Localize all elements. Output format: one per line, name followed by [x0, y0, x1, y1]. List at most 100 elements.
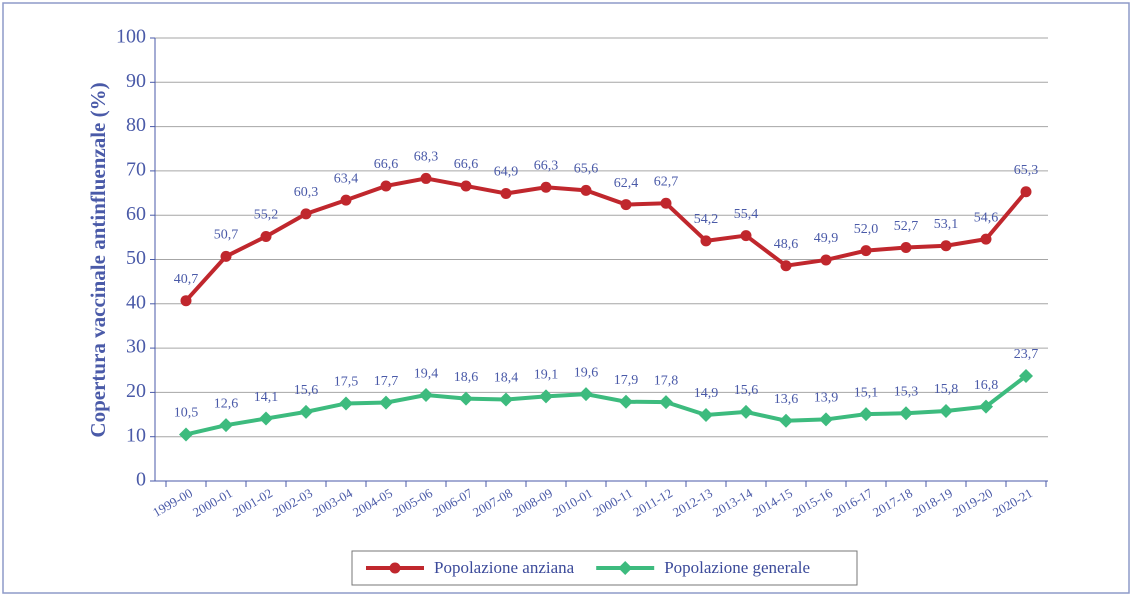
y-tick-label: 40: [126, 291, 146, 313]
point: [940, 240, 952, 252]
point: [219, 418, 233, 433]
point: [580, 184, 592, 196]
value-label: 55,2: [254, 208, 279, 223]
value-label: 13,9: [814, 391, 839, 406]
point: [900, 242, 912, 254]
point: [420, 172, 432, 184]
value-label: 13,6: [774, 392, 799, 407]
point: [660, 197, 672, 209]
value-label: 16,8: [974, 378, 999, 393]
value-label: 65,6: [574, 162, 599, 177]
point: [539, 389, 553, 404]
y-tick-label: 0: [136, 469, 146, 491]
value-label: 62,7: [654, 174, 679, 189]
y-tick-label: 30: [126, 336, 146, 358]
value-label: 12,6: [214, 396, 239, 411]
point: [700, 235, 712, 247]
point: [860, 245, 872, 257]
point: [699, 407, 713, 422]
value-label: 52,0: [854, 222, 879, 237]
value-label: 19,6: [574, 365, 599, 380]
point: [819, 412, 833, 427]
value-label: 48,6: [774, 237, 799, 252]
value-label: 18,4: [494, 371, 519, 386]
point: [659, 395, 673, 410]
point: [740, 230, 752, 242]
point: [620, 199, 632, 211]
y-tick-label: 70: [126, 158, 146, 180]
point: [220, 250, 232, 262]
value-label: 63,4: [334, 171, 359, 186]
point: [739, 404, 753, 419]
value-label: 62,4: [614, 176, 639, 191]
value-label: 14,9: [694, 386, 719, 401]
point: [540, 181, 552, 193]
value-label: 15,3: [894, 384, 919, 399]
value-label: 15,6: [734, 383, 759, 398]
value-label: 18,6: [454, 370, 479, 385]
y-tick-label: 50: [126, 247, 146, 269]
point: [499, 392, 513, 407]
point: [979, 399, 993, 414]
point: [980, 233, 992, 245]
point: [459, 391, 473, 406]
value-label: 64,9: [494, 165, 519, 180]
value-label: 66,6: [454, 157, 479, 172]
value-label: 10,5: [174, 406, 199, 421]
legend-marker: [389, 562, 401, 574]
point: [500, 187, 512, 199]
value-label: 15,8: [934, 382, 959, 397]
point: [259, 411, 273, 426]
point: [339, 396, 353, 411]
point: [899, 406, 913, 421]
legend-label: Popolazione generale: [664, 558, 810, 577]
point: [780, 260, 792, 272]
y-axis-title: Copertura vaccinale antinfluenzale (%): [86, 82, 110, 437]
value-label: 17,8: [654, 373, 679, 388]
value-label: 54,6: [974, 210, 999, 225]
point: [820, 254, 832, 266]
y-tick-label: 90: [126, 70, 146, 92]
value-label: 49,9: [814, 231, 839, 246]
legend-marker: [618, 561, 633, 575]
y-tick-label: 10: [126, 424, 146, 446]
y-tick-label: 60: [126, 203, 146, 225]
value-label: 17,5: [334, 375, 359, 390]
value-label: 15,6: [294, 383, 319, 398]
value-label: 19,1: [534, 368, 559, 383]
point: [179, 427, 193, 442]
value-label: 40,7: [174, 272, 199, 287]
point: [300, 208, 312, 220]
value-label: 17,7: [374, 374, 399, 389]
point: [260, 230, 272, 242]
value-label: 23,7: [1014, 347, 1039, 362]
point: [380, 180, 392, 192]
value-label: 60,3: [294, 185, 319, 200]
value-label: 53,1: [934, 217, 959, 232]
point: [299, 404, 313, 419]
point: [1019, 369, 1033, 384]
value-label: 17,9: [614, 373, 639, 388]
point: [579, 387, 593, 402]
point: [939, 404, 953, 419]
y-tick-label: 80: [126, 114, 146, 136]
legend-label: Popolazione anziana: [434, 558, 575, 577]
point: [419, 388, 433, 403]
point: [379, 395, 393, 410]
value-label: 66,3: [534, 159, 559, 174]
point: [340, 194, 352, 206]
value-label: 19,4: [414, 366, 439, 381]
point: [180, 295, 192, 307]
value-label: 68,3: [414, 150, 439, 165]
value-label: 54,2: [694, 212, 719, 227]
value-label: 15,1: [854, 385, 879, 400]
point: [460, 180, 472, 192]
point: [859, 407, 873, 422]
value-label: 14,1: [254, 390, 279, 405]
y-tick-label: 20: [126, 380, 146, 402]
point: [1020, 186, 1032, 198]
series-line: [184, 176, 1028, 303]
value-label: 55,4: [734, 207, 759, 222]
point: [779, 413, 793, 428]
